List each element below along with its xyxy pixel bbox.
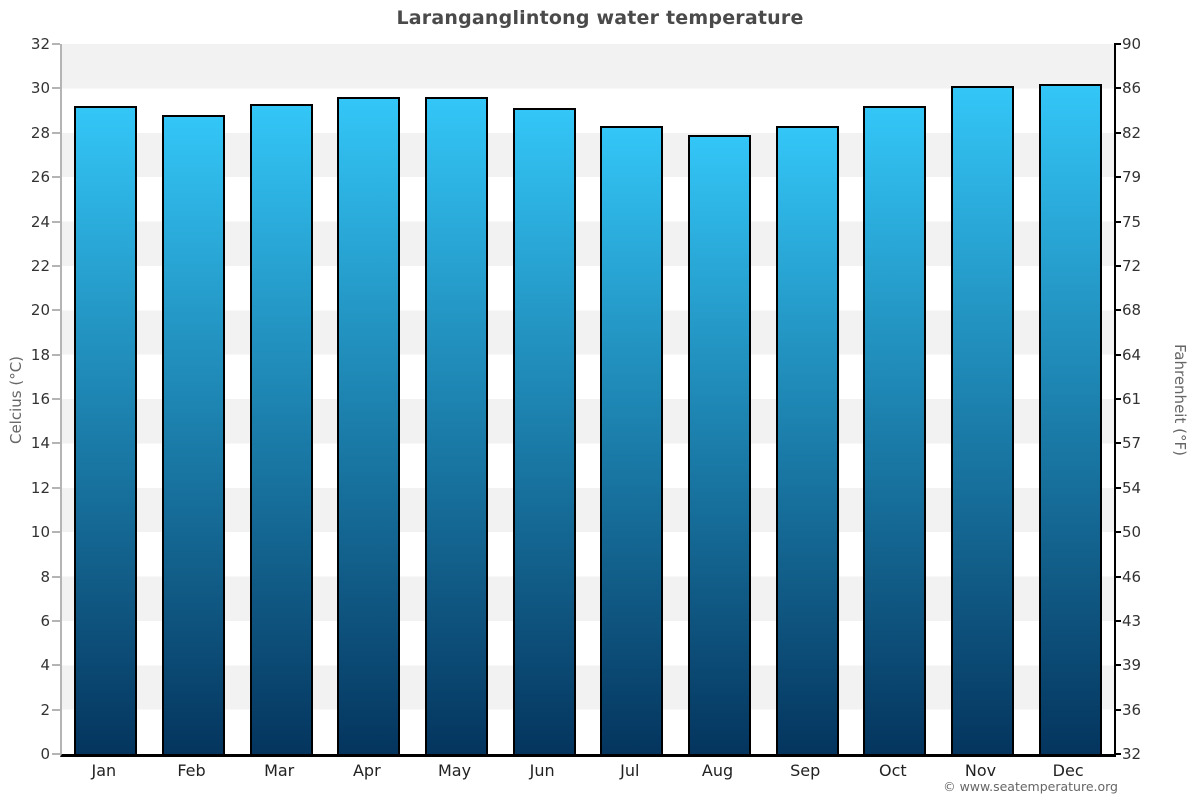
y-tick-label-left: 22	[30, 256, 50, 275]
y-tick-mark-right	[1114, 619, 1121, 622]
y-tick-label-right: 46	[1122, 567, 1142, 586]
y-tick-mark-right	[1114, 398, 1121, 400]
x-tick-label-may: May	[437, 761, 472, 780]
y-tick-label-left: 24	[30, 212, 50, 231]
y-tick-label-right: 82	[1122, 123, 1142, 142]
x-tick-label-jan: Jan	[91, 761, 117, 780]
y-tick-mark-right	[1114, 575, 1121, 578]
y-tick-mark-left	[52, 176, 60, 179]
y-tick-mark-left	[52, 708, 60, 711]
chart-title: Laranganglintong water temperature	[396, 7, 804, 29]
y-tick-label-left: 10	[30, 523, 50, 542]
y-tick-label-left: 28	[30, 123, 50, 142]
bar-jan[interactable]	[74, 106, 138, 754]
y-tick-mark-left	[52, 43, 60, 45]
y-tick-label-left: 26	[30, 168, 50, 187]
x-tick-label-mar: Mar	[264, 761, 295, 780]
y-tick-mark-left	[52, 353, 60, 356]
y-tick-label-right: 75	[1122, 212, 1142, 231]
y-tick-mark-right	[1114, 264, 1121, 267]
bar-feb[interactable]	[162, 115, 225, 754]
y-axis-title-fahrenheit: Fahrenheit (°F)	[1171, 344, 1189, 456]
y-tick-label-right: 57	[1122, 434, 1142, 453]
y-tick-label-right: 64	[1122, 345, 1142, 364]
y-tick-label-right: 90	[1122, 35, 1142, 53]
x-tick-label-sep: Sep	[790, 761, 821, 780]
x-tick-label-dec: Dec	[1052, 761, 1084, 780]
y-tick-mark-right	[1114, 442, 1121, 445]
y-tick-mark-left	[52, 264, 60, 267]
x-tick-label-nov: Nov	[964, 761, 997, 780]
bar-oct[interactable]	[863, 106, 927, 754]
y-tick-label-right: 39	[1122, 656, 1142, 675]
y-tick-label-left: 14	[30, 434, 50, 453]
y-tick-label-left: 20	[30, 301, 50, 320]
y-tick-label-left: 32	[30, 35, 50, 53]
y-tick-mark-left	[52, 753, 60, 755]
y-tick-label-right: 54	[1122, 478, 1142, 497]
y-tick-mark-left	[52, 309, 60, 312]
bar-apr[interactable]	[337, 97, 401, 754]
y-tick-mark-left	[52, 87, 60, 90]
y-tick-label-right: 32	[1122, 745, 1142, 763]
y-tick-mark-left	[52, 531, 60, 534]
y-tick-label-right: 61	[1122, 390, 1142, 408]
y-tick-label-left: 16	[30, 390, 50, 408]
bar-sep[interactable]	[775, 126, 839, 754]
y-tick-mark-right	[1114, 664, 1121, 667]
x-tick-label-aug: Aug	[701, 761, 734, 780]
y-tick-mark-left	[52, 220, 60, 223]
y-tick-label-left: 18	[30, 345, 50, 364]
bar-aug[interactable]	[688, 134, 751, 754]
y-tick-mark-left	[52, 131, 60, 134]
y-tick-label-left: 0	[40, 745, 50, 763]
y-axis-title-celsius: Celcius (°C)	[7, 355, 25, 445]
y-tick-label-left: 2	[40, 700, 50, 719]
y-tick-label-left: 8	[40, 567, 50, 586]
y-tick-label-right: 50	[1122, 523, 1142, 542]
y-tick-mark-left	[52, 486, 60, 489]
plot-area	[60, 44, 1116, 757]
bar-mar[interactable]	[249, 103, 313, 754]
y-tick-label-right: 68	[1122, 301, 1142, 320]
y-tick-label-right: 79	[1122, 168, 1142, 187]
bar-jul[interactable]	[600, 126, 664, 754]
y-tick-label-right: 43	[1122, 611, 1142, 630]
y-tick-mark-right	[1114, 531, 1121, 534]
y-tick-label-right: 36	[1122, 700, 1142, 719]
y-tick-label-right: 86	[1122, 79, 1142, 98]
y-tick-mark-right	[1114, 486, 1121, 489]
y-tick-mark-right	[1114, 353, 1121, 356]
x-tick-label-apr: Apr	[352, 761, 381, 780]
x-tick-label-oct: Oct	[878, 761, 907, 780]
x-tick-label-jul: Jul	[620, 761, 640, 780]
y-tick-mark-right	[1114, 131, 1121, 134]
y-tick-mark-right	[1114, 220, 1121, 223]
y-tick-label-left: 4	[40, 656, 50, 675]
y-tick-mark-right	[1114, 176, 1121, 179]
bar-nov[interactable]	[951, 86, 1014, 754]
y-tick-mark-left	[52, 442, 60, 445]
y-tick-mark-left	[52, 575, 60, 578]
copyright-link[interactable]: © www.seatemperature.org	[943, 779, 1118, 794]
y-tick-label-right: 72	[1122, 256, 1142, 275]
y-tick-mark-right	[1114, 43, 1121, 45]
y-tick-mark-right	[1114, 309, 1121, 312]
bar-dec[interactable]	[1038, 83, 1102, 754]
y-tick-mark-left	[52, 619, 60, 622]
y-tick-mark-right	[1114, 753, 1121, 755]
y-tick-mark-right	[1114, 87, 1121, 90]
y-tick-mark-right	[1114, 708, 1121, 711]
bar-may[interactable]	[425, 97, 488, 754]
bar-jun[interactable]	[512, 108, 576, 754]
y-tick-label-left: 30	[30, 79, 50, 98]
x-tick-label-jun: Jun	[529, 761, 555, 780]
y-tick-label-left: 12	[30, 478, 50, 497]
y-tick-mark-left	[52, 664, 60, 667]
y-tick-label-left: 6	[40, 611, 50, 630]
y-tick-mark-left	[52, 398, 60, 400]
x-tick-label-feb: Feb	[177, 761, 206, 780]
